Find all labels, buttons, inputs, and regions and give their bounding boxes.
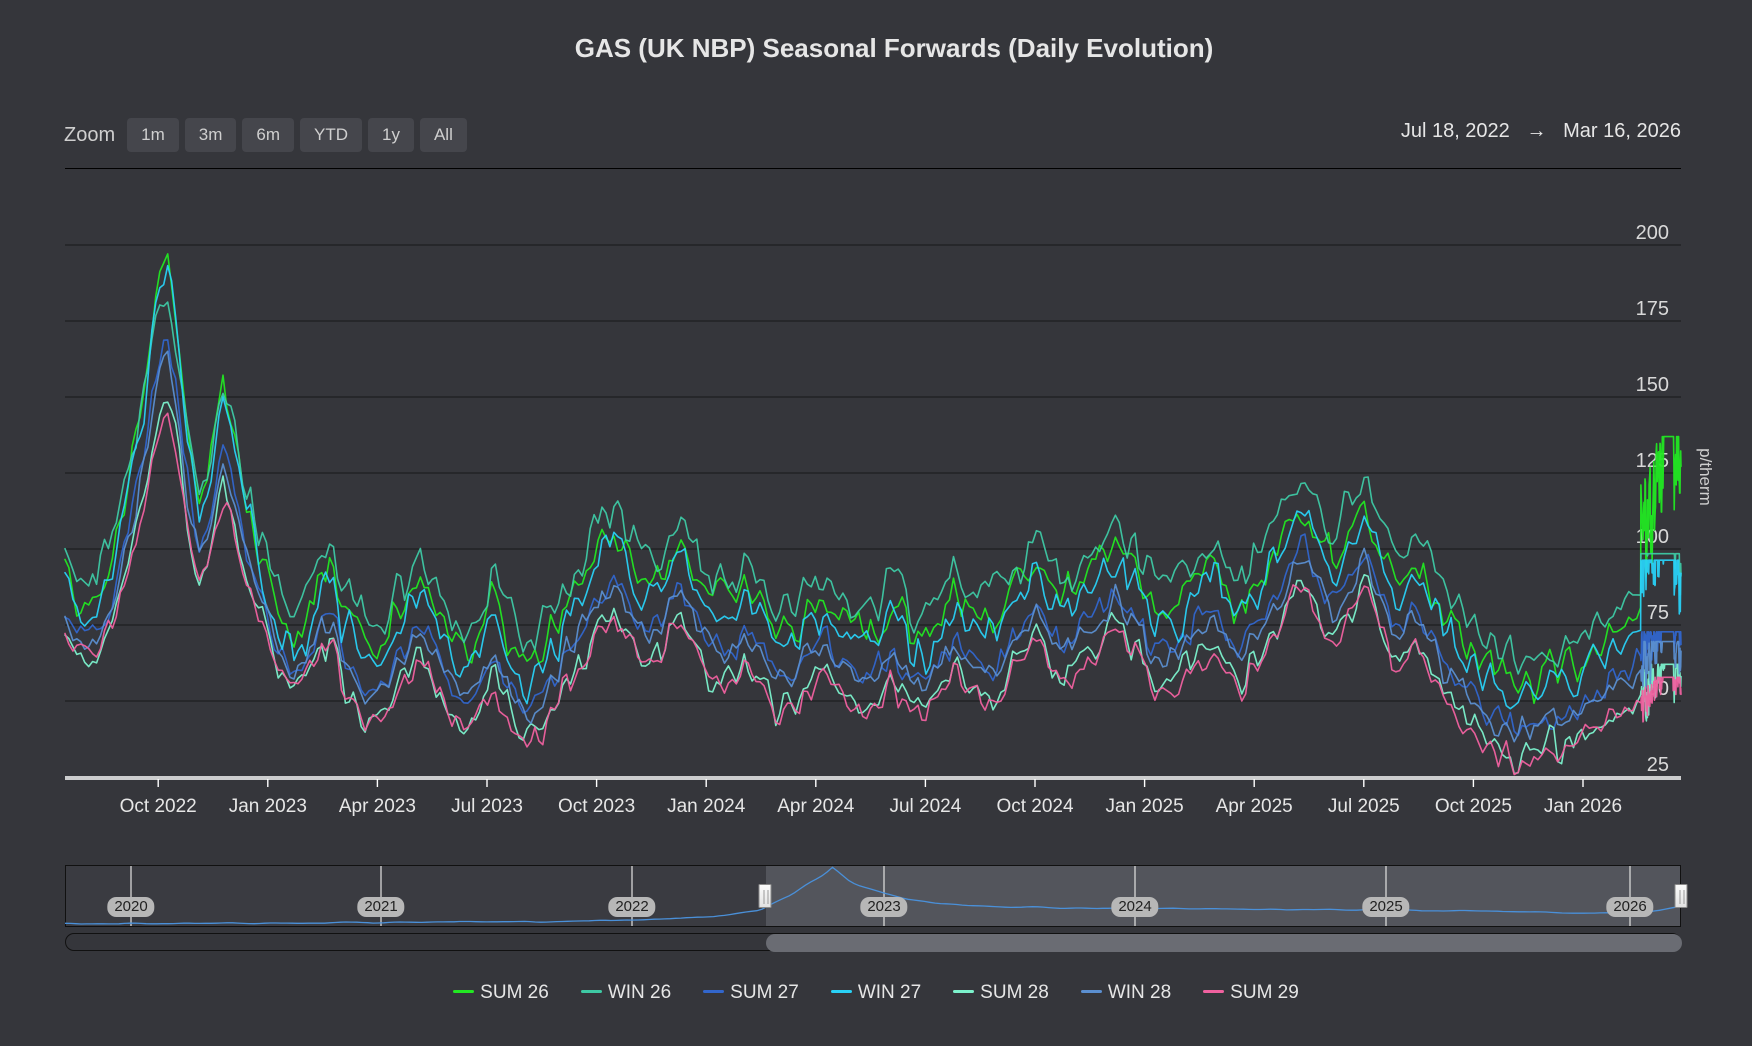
svg-text:175: 175: [1636, 298, 1669, 320]
svg-text:Jan 2025: Jan 2025: [1106, 796, 1184, 817]
svg-text:Oct 2023: Oct 2023: [558, 796, 635, 817]
svg-text:Apr 2023: Apr 2023: [339, 796, 416, 817]
svg-text:Oct 2022: Oct 2022: [120, 796, 197, 817]
svg-text:Oct 2024: Oct 2024: [996, 796, 1074, 817]
svg-text:Jul 2023: Jul 2023: [451, 796, 523, 817]
svg-text:Jul 2025: Jul 2025: [1328, 796, 1400, 817]
svg-text:Oct 2025: Oct 2025: [1435, 796, 1512, 817]
svg-text:Jan 2026: Jan 2026: [1544, 796, 1622, 817]
svg-text:Jan 2023: Jan 2023: [229, 796, 307, 817]
svg-text:75: 75: [1647, 602, 1669, 624]
svg-text:Jul 2024: Jul 2024: [889, 796, 961, 817]
svg-text:Jan 2024: Jan 2024: [667, 796, 746, 817]
svg-text:200: 200: [1636, 222, 1669, 244]
svg-text:150: 150: [1636, 374, 1669, 396]
svg-text:Apr 2025: Apr 2025: [1216, 796, 1293, 817]
svg-text:25: 25: [1647, 754, 1669, 776]
svg-text:Apr 2024: Apr 2024: [777, 796, 855, 817]
